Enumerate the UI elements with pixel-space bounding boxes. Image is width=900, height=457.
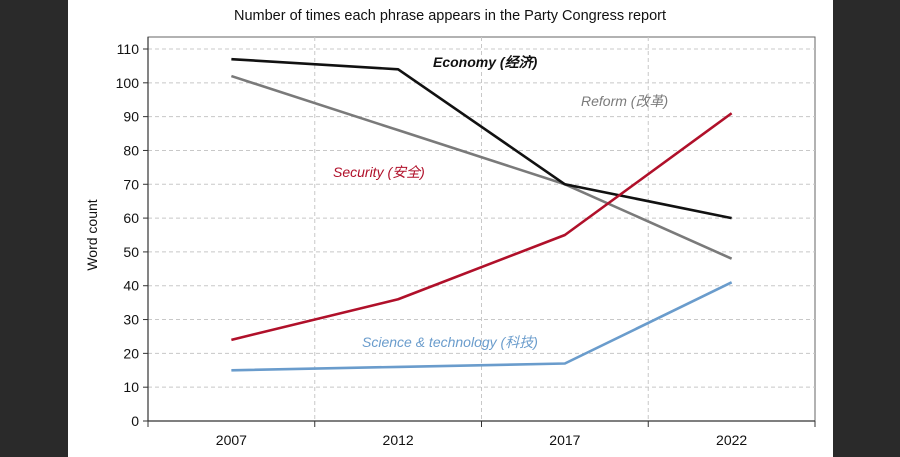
y-tick-label: 80 <box>123 142 139 158</box>
series-label: Reform (改革) <box>581 93 668 109</box>
y-tick-label: 30 <box>123 312 139 328</box>
y-tick-label: 40 <box>123 278 139 294</box>
series-line-3 <box>231 281 733 372</box>
series-label: Security (安全) <box>333 164 425 180</box>
series-label: Science & technology (科技) <box>362 334 538 350</box>
series-line-0 <box>231 57 732 220</box>
x-tick-label: 2012 <box>383 432 414 448</box>
y-tick-label: 100 <box>116 75 140 91</box>
y-tick-label: 70 <box>123 176 139 192</box>
y-tick-label: 0 <box>131 413 139 429</box>
series-line-2 <box>231 112 733 342</box>
chart-title: Number of times each phrase appears in t… <box>234 8 666 24</box>
chart-panel <box>68 0 833 457</box>
x-tick-label: 2022 <box>716 432 747 448</box>
y-tick-label: 90 <box>123 109 139 125</box>
y-tick-label: 10 <box>123 379 139 395</box>
x-tick-label: 2017 <box>549 432 580 448</box>
y-tick-label: 60 <box>123 210 139 226</box>
y-tick-label: 20 <box>123 345 139 361</box>
y-tick-label: 50 <box>123 244 139 260</box>
series-line-1 <box>230 74 733 260</box>
y-axis-label: Word count <box>84 199 100 270</box>
series-label: Economy (经济) <box>433 54 538 70</box>
y-tick-label: 110 <box>117 41 140 57</box>
x-tick-label: 2007 <box>216 432 247 448</box>
